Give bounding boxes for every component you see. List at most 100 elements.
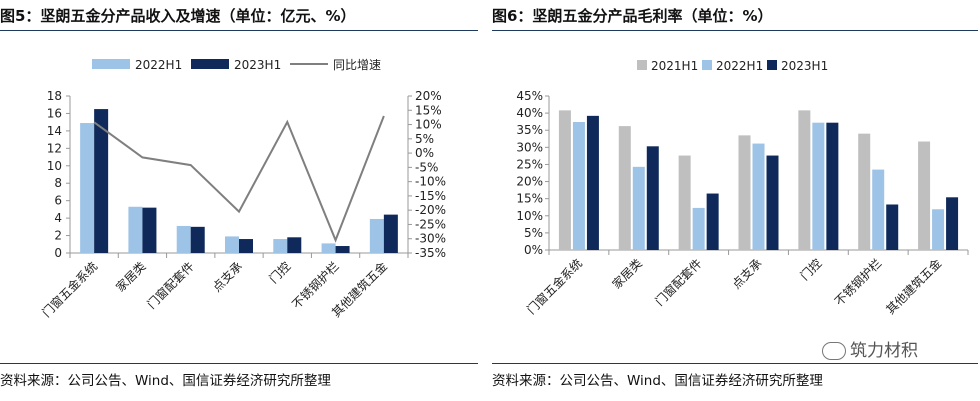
left-axis-tick-label: 2 bbox=[54, 229, 62, 243]
y-axis-tick-label: 0% bbox=[524, 243, 543, 257]
left-axis-tick-label: 16 bbox=[47, 106, 62, 120]
legend-label-2022H1: 2022H1 bbox=[716, 59, 763, 73]
left-chart: 0 2 4 6 8 10 12 14 16 18 -35%-30%-25%-20%-15%-10%-… bbox=[39, 58, 446, 321]
watermark: 筑力材积 bbox=[822, 336, 918, 361]
right-chart: 0% 5% 10% 15% 20% 25% 30% 35% 40% 45% 门窗五金系统 家居类 门窗配… bbox=[516, 59, 969, 318]
left-source-note: 资料来源：公司公告、Wind、国信证券经济研究所整理 bbox=[0, 373, 331, 389]
left-axis-tick-label: 10 bbox=[47, 159, 62, 173]
bar-2023H1 bbox=[946, 197, 959, 250]
left-axis-tick-label: 8 bbox=[54, 176, 62, 190]
yoy-growth-line bbox=[93, 115, 385, 243]
bar-2023H1 bbox=[94, 109, 109, 253]
bar-2023H1 bbox=[586, 115, 599, 250]
left-axis-tick-label: 4 bbox=[54, 211, 62, 225]
right-axis-tick-label: 10% bbox=[415, 118, 442, 132]
category-label: 门控 bbox=[797, 256, 825, 284]
bar-2022H1 bbox=[812, 122, 825, 250]
bar-2022H1 bbox=[369, 218, 384, 253]
right-axis-tick-label: -15% bbox=[415, 189, 446, 203]
bar-2022H1 bbox=[321, 243, 336, 253]
bar-2022H1 bbox=[273, 239, 288, 253]
watermark-text: 筑力材积 bbox=[850, 341, 918, 361]
bar-2022H1 bbox=[80, 123, 95, 254]
legend-swatch-2023H1 bbox=[767, 60, 777, 70]
right-source-note: 资料来源：公司公告、Wind、国信证券经济研究所整理 bbox=[492, 373, 823, 389]
category-label: 门窗配套件 bbox=[652, 256, 705, 309]
right-axis-tick-label: -10% bbox=[415, 175, 446, 189]
bar-2023H1 bbox=[190, 226, 205, 253]
category-label: 家居类 bbox=[112, 259, 148, 295]
bar-2021H1 bbox=[738, 135, 751, 250]
bar-2022H1 bbox=[932, 209, 945, 250]
bar-2022H1 bbox=[128, 206, 143, 253]
y-axis-tick-label: 5% bbox=[524, 226, 543, 240]
y-axis-tick-label: 10% bbox=[516, 209, 543, 223]
right-figure-panel: 图6：坚朗五金分产品毛利率（单位：%） 0% 5% 10% 15% 20% 25% 30% 3… bbox=[492, 0, 980, 401]
category-label: 不锈钢护栏 bbox=[289, 259, 342, 312]
bar-2022H1 bbox=[872, 169, 885, 250]
left-axis-tick-label: 12 bbox=[47, 141, 62, 155]
bar-2023H1 bbox=[335, 246, 350, 253]
right-source-rule bbox=[492, 363, 978, 364]
legend-label-yoy: 同比增速 bbox=[333, 58, 381, 72]
bar-2022H1 bbox=[176, 225, 191, 253]
category-label: 门窗五金系统 bbox=[524, 256, 586, 318]
right-axis-tick-label: 20% bbox=[415, 89, 442, 103]
bar-2023H1 bbox=[826, 122, 839, 250]
right-axis-tick-label: -5% bbox=[415, 160, 438, 174]
right-axis-tick-label: -30% bbox=[415, 232, 446, 246]
bar-2022H1 bbox=[572, 122, 585, 250]
left-figure-panel: 图5：坚朗五金分产品收入及增速（单位：亿元、%） 0 2 4 6 8 10 12 14 16 18… bbox=[0, 0, 480, 401]
bar-2023H1 bbox=[383, 214, 398, 253]
right-figure-title: 图6：坚朗五金分产品毛利率（单位：%） bbox=[492, 7, 773, 25]
left-axis-tick-label: 0 bbox=[54, 246, 62, 260]
bar-2021H1 bbox=[558, 110, 571, 250]
legend-label-2021H1: 2021H1 bbox=[651, 59, 698, 73]
legend-label-2023H1: 2023H1 bbox=[781, 59, 828, 73]
wechat-icon bbox=[822, 342, 846, 360]
bar-2021H1 bbox=[858, 133, 871, 250]
legend-label-2023H1: 2023H1 bbox=[234, 58, 281, 72]
bar-2023H1 bbox=[142, 207, 157, 253]
legend-swatch-2021H1 bbox=[637, 60, 647, 70]
right-title-rule bbox=[492, 30, 978, 31]
y-axis-tick-label: 25% bbox=[516, 157, 543, 171]
y-axis-tick-label: 35% bbox=[516, 123, 543, 137]
bar-2023H1 bbox=[766, 155, 779, 250]
right-axis-tick-label: -35% bbox=[415, 246, 446, 260]
left-source-rule bbox=[0, 363, 478, 364]
y-axis-tick-label: 45% bbox=[516, 89, 543, 103]
y-axis-tick-label: 30% bbox=[516, 140, 543, 154]
legend-swatch-2023H1 bbox=[191, 59, 229, 69]
category-label: 其他建筑五金 bbox=[883, 256, 945, 318]
left-axis-tick-label: 18 bbox=[47, 89, 62, 103]
bar-2023H1 bbox=[706, 193, 719, 250]
y-axis-tick-label: 20% bbox=[516, 175, 543, 189]
bar-2022H1 bbox=[225, 236, 239, 253]
category-label: 家居类 bbox=[609, 256, 645, 292]
bar-2022H1 bbox=[752, 143, 765, 250]
left-axis-tick-label: 6 bbox=[54, 194, 62, 208]
legend-swatch-2022H1 bbox=[702, 60, 712, 70]
category-label: 不锈钢护栏 bbox=[831, 256, 884, 309]
right-axis-tick-label: 0% bbox=[415, 146, 434, 160]
bar-2021H1 bbox=[798, 110, 811, 250]
bar-2023H1 bbox=[886, 204, 899, 250]
bar-2021H1 bbox=[618, 126, 631, 250]
y-axis-tick-label: 15% bbox=[516, 192, 543, 206]
y-axis-tick-label: 40% bbox=[516, 106, 543, 120]
category-label: 点支承 bbox=[210, 259, 245, 294]
right-axis-tick-label: 15% bbox=[415, 103, 442, 117]
left-figure-title: 图5：坚朗五金分产品收入及增速（单位：亿元、%） bbox=[0, 7, 356, 25]
category-label: 门窗配套件 bbox=[144, 259, 197, 312]
bar-2023H1 bbox=[646, 146, 659, 250]
right-axis-tick-label: -25% bbox=[415, 217, 446, 231]
category-label: 点支承 bbox=[729, 256, 764, 291]
legend-label-2022H1: 2022H1 bbox=[135, 58, 182, 72]
category-label: 门窗五金系统 bbox=[39, 259, 101, 321]
left-title-rule bbox=[0, 30, 478, 31]
legend-swatch-2022H1 bbox=[92, 59, 130, 69]
bar-2021H1 bbox=[678, 155, 691, 250]
bar-2022H1 bbox=[632, 166, 645, 250]
bar-2021H1 bbox=[918, 141, 931, 250]
